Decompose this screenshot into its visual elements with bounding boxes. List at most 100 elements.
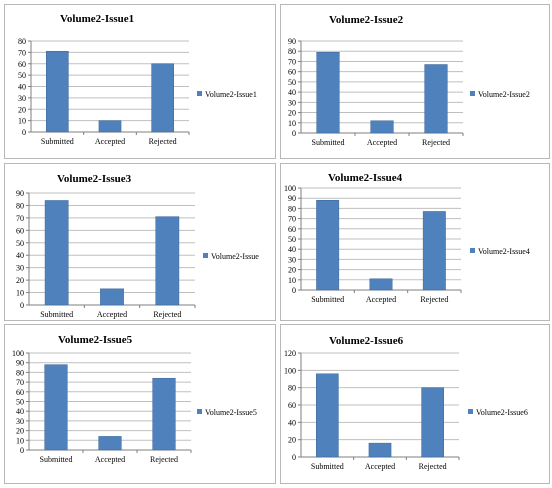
y-tick-label: 40 xyxy=(16,407,24,416)
bar-accepted xyxy=(368,442,392,458)
y-tick-label: 30 xyxy=(288,98,296,107)
bar-submitted xyxy=(316,51,340,134)
bar-accepted xyxy=(98,120,122,133)
y-tick-label: 90 xyxy=(288,194,296,203)
x-category-label: Submitted xyxy=(311,462,344,471)
bar-rejected xyxy=(152,377,176,451)
bar-chart: Volume2-Issue3 0 10 20 30 40 50 60 70 80 90 Submitt… xyxy=(16,173,259,319)
y-tick-label: 60 xyxy=(16,388,24,397)
chart-title: Volume2-Issue6 xyxy=(329,335,404,347)
y-tick-label: 0 xyxy=(20,446,24,455)
legend-swatch xyxy=(203,253,208,258)
legend-swatch xyxy=(470,248,475,253)
y-tick-label: 0 xyxy=(292,129,296,138)
chart-panel-issue4: Volume2-Issue4 0 10 20 30 40 50 60 70 80 90 100 Subm… xyxy=(280,163,550,321)
y-tick-label: 80 xyxy=(288,204,296,213)
y-tick-label: 20 xyxy=(288,266,296,275)
x-category-label: Submitted xyxy=(312,138,345,147)
y-tick-label: 100 xyxy=(284,366,296,375)
y-tick-label: 20 xyxy=(16,427,24,436)
y-tick-label: 40 xyxy=(288,418,296,427)
x-category-label: Submitted xyxy=(40,310,73,319)
y-tick-label: 10 xyxy=(16,436,24,445)
y-tick-label: 70 xyxy=(288,57,296,66)
y-tick-label: 0 xyxy=(20,301,24,310)
x-category-label: Accepted xyxy=(365,462,395,471)
x-category-label: Rejected xyxy=(150,455,178,464)
bar-submitted xyxy=(44,200,69,306)
bar-rejected xyxy=(422,211,446,291)
y-tick-label: 50 xyxy=(288,78,296,87)
y-tick-label: 40 xyxy=(288,245,296,254)
y-tick-label: 10 xyxy=(16,289,24,298)
y-tick-label: 20 xyxy=(288,109,296,118)
x-category-label: Accepted xyxy=(366,295,396,304)
x-category-label: Rejected xyxy=(149,137,177,146)
x-category-label: Accepted xyxy=(95,455,125,464)
chart-panel-issue3: Volume2-Issue3 0 10 20 30 40 50 60 70 80 90 Submitt… xyxy=(4,163,276,321)
x-category-label: Submitted xyxy=(40,455,73,464)
y-tick-label: 0 xyxy=(22,128,26,137)
bar-accepted xyxy=(98,436,122,451)
x-category-label: Submitted xyxy=(41,137,74,146)
y-tick-label: 10 xyxy=(288,119,296,128)
y-tick-label: 40 xyxy=(16,251,24,260)
y-tick-label: 70 xyxy=(18,48,26,57)
y-tick-label: 60 xyxy=(288,225,296,234)
legend-label: Volume2-Issue xyxy=(211,252,259,261)
chart-panel-issue5: Volume2-Issue5 0 10 20 30 40 50 60 70 80 90 100 Subm… xyxy=(4,324,276,484)
y-tick-label: 30 xyxy=(288,255,296,264)
y-tick-label: 120 xyxy=(284,349,296,358)
y-tick-label: 80 xyxy=(16,368,24,377)
y-tick-label: 60 xyxy=(18,60,26,69)
y-tick-label: 50 xyxy=(18,71,26,80)
x-category-label: Rejected xyxy=(422,138,450,147)
bar-submitted xyxy=(316,199,340,291)
y-tick-label: 50 xyxy=(16,239,24,248)
y-tick-label: 70 xyxy=(16,378,24,387)
chart-title: Volume2-Issue2 xyxy=(329,14,404,26)
x-category-label: Accepted xyxy=(95,137,125,146)
bar-chart: Volume2-Issue1 0 10 20 30 40 50 60 70 80 Submitted… xyxy=(18,13,257,146)
y-tick-label: 40 xyxy=(18,83,26,92)
y-tick-label: 90 xyxy=(288,37,296,46)
y-tick-label: 30 xyxy=(18,94,26,103)
legend-label: Volume2-Issue4 xyxy=(478,247,530,256)
chart-title: Volume2-Issue5 xyxy=(58,334,133,346)
x-category-label: Rejected xyxy=(419,462,447,471)
y-tick-label: 20 xyxy=(18,105,26,114)
y-tick-label: 80 xyxy=(288,47,296,56)
y-tick-label: 50 xyxy=(288,235,296,244)
bar-rejected xyxy=(421,387,444,458)
y-tick-label: 90 xyxy=(16,359,24,368)
x-category-label: Accepted xyxy=(367,138,397,147)
y-tick-label: 100 xyxy=(284,184,296,193)
bar-submitted xyxy=(316,373,339,458)
y-tick-label: 60 xyxy=(16,226,24,235)
legend-label: Volume2-Issue5 xyxy=(205,408,257,417)
chart-panel-issue6: Volume2-Issue6 0 20 40 60 80 100 120 Submitted Ac… xyxy=(280,324,550,484)
y-tick-label: 60 xyxy=(288,401,296,410)
chart-title: Volume2-Issue3 xyxy=(57,173,132,185)
legend-label: Volume2-Issue2 xyxy=(478,90,530,99)
x-category-label: Rejected xyxy=(153,310,181,319)
bar-rejected xyxy=(424,64,448,134)
y-tick-label: 0 xyxy=(292,286,296,295)
y-tick-label: 100 xyxy=(12,349,24,358)
y-tick-label: 30 xyxy=(16,264,24,273)
y-tick-label: 10 xyxy=(288,276,296,285)
y-tick-label: 60 xyxy=(288,68,296,77)
chart-panel-issue1: Volume2-Issue1 0 10 20 30 40 50 60 70 80 Submitted… xyxy=(4,4,276,159)
y-tick-label: 10 xyxy=(18,117,26,126)
y-tick-label: 70 xyxy=(288,215,296,224)
y-tick-label: 70 xyxy=(16,214,24,223)
y-tick-label: 90 xyxy=(16,189,24,198)
chart-title: Volume2-Issue4 xyxy=(328,172,403,184)
bar-rejected xyxy=(151,63,174,133)
legend-label: Volume2-Issue1 xyxy=(205,90,257,99)
legend-swatch xyxy=(197,91,202,96)
x-category-label: Accepted xyxy=(97,310,127,319)
